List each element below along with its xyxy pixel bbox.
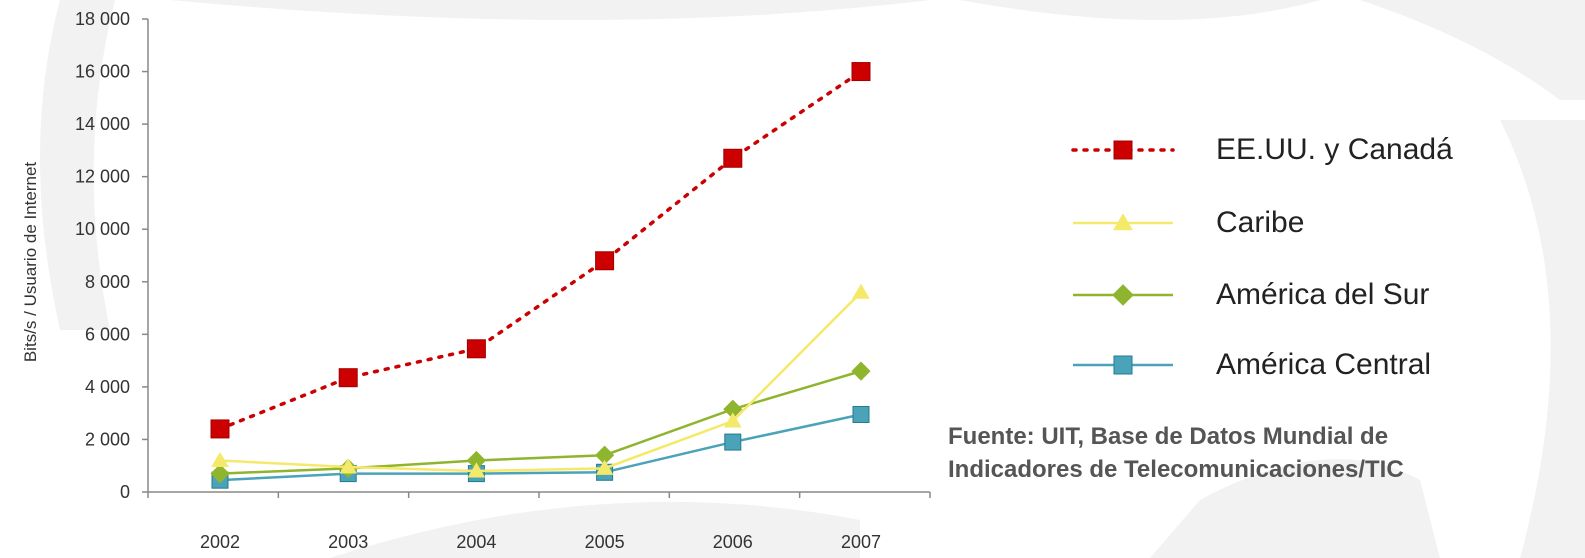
y-tick-label: 8 000 (85, 272, 130, 292)
data-point (210, 464, 230, 484)
x-tick-label: 2003 (328, 532, 368, 552)
series-line (218, 69, 863, 431)
data-point (466, 450, 486, 471)
source-note: Fuente: UIT, Base de Datos Mundial de In… (948, 420, 1578, 486)
legend-marker-triangle-icon (1073, 213, 1173, 231)
series-line (219, 291, 862, 473)
data-point (338, 368, 358, 388)
data-point (595, 445, 615, 465)
legend-marker-diamond-icon (1073, 284, 1173, 306)
y-tick-label: 12 000 (75, 167, 130, 187)
tick-labels: 0 2 000 4 000 6 000 8 000 10 000 12 000 14 000 1… (75, 9, 881, 552)
y-tick-label: 10 000 (75, 219, 130, 239)
y-tick-label: 4 000 (85, 377, 130, 397)
x-tick-label: 2005 (585, 532, 625, 552)
legend-label: América del Sur (1216, 278, 1430, 311)
legend-marker-square-icon (1073, 355, 1173, 375)
y-tick-label: 14 000 (75, 114, 130, 134)
source-line-1: Fuente: UIT, Base de Datos Mundial de (948, 423, 1389, 450)
x-tick-label: 2002 (200, 532, 240, 552)
data-point (211, 451, 229, 467)
legend-label: América Central (1216, 348, 1432, 381)
legend-label: EE.UU. y Canadá (1216, 133, 1453, 166)
x-tick-label: 2004 (456, 532, 496, 552)
data-point (723, 148, 743, 168)
data-point (851, 62, 871, 82)
data-point (723, 399, 743, 419)
y-tick-label: 2 000 (85, 429, 130, 449)
y-tick-label: 18 000 (75, 9, 130, 29)
series-ee-uu-y-canad- (210, 62, 871, 439)
x-tick-label: 2007 (841, 532, 881, 552)
source-line-2: Indicadores de Telecomunicaciones/TIC (948, 456, 1404, 483)
series-line (219, 369, 862, 475)
y-tick-label: 6 000 (85, 324, 130, 344)
legend-marker-square-icon (1071, 140, 1175, 160)
legend-item-america-central: América Central (1068, 340, 1468, 390)
legend-item-america-del-sur: América del Sur (1068, 270, 1468, 320)
y-tick-label: 0 (120, 482, 130, 502)
series-caribe (211, 283, 870, 478)
y-tick-label: 16 000 (75, 62, 130, 82)
data-point (466, 339, 486, 359)
legend-item-ee-uu-canada: EE.UU. y Canadá (1068, 125, 1468, 175)
legend-marker (1113, 213, 1133, 231)
data-point (339, 458, 357, 474)
y-axis-title: Bits/s / Usuario de Internet (21, 162, 40, 363)
series-lines (210, 62, 871, 489)
x-tick-label: 2006 (713, 532, 753, 552)
data-point (724, 412, 742, 428)
data-point (595, 459, 614, 475)
data-point (851, 361, 871, 381)
series-am-rica-central (211, 405, 870, 489)
legend-marker (1113, 140, 1133, 160)
series-line (219, 413, 862, 482)
data-point (210, 419, 230, 439)
data-point (852, 405, 870, 423)
data-point (724, 433, 742, 451)
data-point (595, 251, 615, 271)
legend: EE.UU. y Canadá Caribe América del Sur A… (1068, 115, 1468, 390)
legend-label: Caribe (1216, 206, 1305, 239)
data-point (467, 462, 486, 478)
data-point (852, 283, 870, 299)
legend-marker (1112, 284, 1134, 306)
legend-marker (1113, 355, 1133, 375)
legend-item-caribe: Caribe (1068, 198, 1468, 248)
axes (142, 18, 931, 498)
